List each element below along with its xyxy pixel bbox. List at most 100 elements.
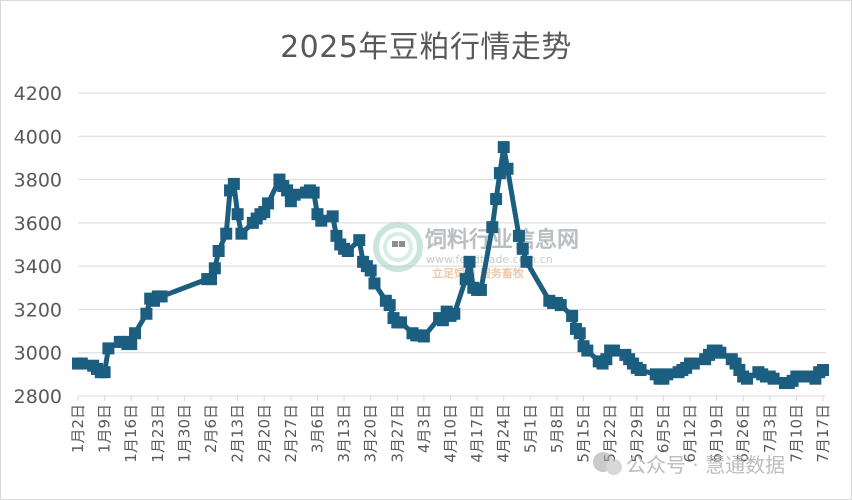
x-tick-label: 1月9日 xyxy=(96,404,114,453)
x-tick-label: 3月20日 xyxy=(362,404,380,463)
data-point-marker xyxy=(501,162,514,175)
data-point-marker xyxy=(512,229,525,242)
y-tick-label: 4000 xyxy=(14,126,62,148)
data-point-marker xyxy=(129,327,142,340)
data-point-marker xyxy=(235,227,248,240)
data-point-marker xyxy=(395,316,408,329)
data-point-marker xyxy=(307,186,320,199)
data-point-marker xyxy=(140,307,153,320)
data-point-marker xyxy=(520,255,533,268)
y-tick-label: 2800 xyxy=(14,386,62,408)
x-tick-label: 7月17日 xyxy=(814,404,832,463)
x-tick-label: 1月2日 xyxy=(69,404,87,453)
data-point-marker xyxy=(383,299,396,312)
x-tick-label: 2月13日 xyxy=(229,404,247,463)
data-point-marker xyxy=(262,197,275,210)
x-tick-label: 6月19日 xyxy=(708,404,726,463)
watermark-wechat-text: 公众号 · 慧通数据 xyxy=(626,453,785,477)
watermark-slogan: 立足饲料 服务畜牧 xyxy=(432,266,525,280)
data-point-marker xyxy=(125,338,138,351)
data-point-marker xyxy=(227,177,240,190)
y-tick-label: 3800 xyxy=(14,170,62,192)
y-tick-label: 3600 xyxy=(14,213,62,235)
watermark-feedtrade: 饲料行业信息网 www.feedtrade.com.cn 立足饲料 服务畜牧 xyxy=(373,222,579,280)
data-point-marker xyxy=(220,227,233,240)
data-point-marker xyxy=(368,277,381,290)
data-point-marker xyxy=(714,346,727,359)
data-point-marker xyxy=(288,188,301,201)
data-point-marker xyxy=(463,255,476,268)
data-point-marker xyxy=(634,364,647,377)
x-tick-label: 7月10日 xyxy=(787,404,805,463)
data-point-marker xyxy=(740,372,753,385)
x-tick-label: 5月8日 xyxy=(548,404,566,453)
data-point-marker xyxy=(205,273,218,286)
data-point-marker xyxy=(75,357,88,370)
x-tick-label: 7月3日 xyxy=(761,404,779,453)
data-point-marker xyxy=(315,214,328,227)
x-tick-label: 3月6日 xyxy=(308,404,326,453)
y-tick-label: 3400 xyxy=(14,256,62,278)
x-tick-label: 5月29日 xyxy=(628,404,646,463)
data-point-marker xyxy=(607,344,620,357)
x-tick-label: 6月5日 xyxy=(654,404,672,453)
x-tick-label: 1月23日 xyxy=(149,404,167,463)
x-tick-label: 6月26日 xyxy=(734,404,752,463)
data-point-marker xyxy=(486,221,499,234)
x-tick-label: 4月3日 xyxy=(415,404,433,453)
data-point-marker xyxy=(448,307,461,320)
data-point-marker xyxy=(661,368,674,381)
x-tick-label: 5月1日 xyxy=(521,404,539,453)
y-tick-label: 3200 xyxy=(14,299,62,321)
data-point-marker xyxy=(326,210,339,223)
y-tick-label: 4200 xyxy=(14,83,62,105)
data-point-marker xyxy=(687,357,700,370)
x-tick-label: 1月30日 xyxy=(175,404,193,463)
x-tick-label: 3月13日 xyxy=(335,404,353,463)
data-point-marker xyxy=(212,244,225,257)
x-tick-label: 4月24日 xyxy=(495,404,513,463)
x-tick-label: 6月12日 xyxy=(681,404,699,463)
data-point-marker xyxy=(573,327,586,340)
y-tick-label: 3000 xyxy=(14,343,62,365)
data-point-marker xyxy=(364,264,377,277)
x-tick-label: 3月27日 xyxy=(388,404,406,463)
feedtrade-logo-icon xyxy=(373,222,423,272)
wechat-icon xyxy=(593,452,622,475)
series-soybean-meal xyxy=(72,141,829,390)
y-axis: 2800 3000 3200 3400 3600 3800 4000 4200 xyxy=(14,83,62,408)
x-tick-label: 5月22日 xyxy=(601,404,619,463)
data-point-marker xyxy=(474,283,487,296)
x-tick-label: 2月6日 xyxy=(202,404,220,453)
watermark-wechat: 公众号 · 慧通数据 xyxy=(593,452,785,477)
data-point-marker xyxy=(767,372,780,385)
data-point-marker xyxy=(208,262,221,275)
x-tick-label: 1月16日 xyxy=(122,404,140,463)
x-tick-label: 2月27日 xyxy=(282,404,300,463)
data-point-marker xyxy=(794,370,807,383)
x-tick-label: 4月10日 xyxy=(442,404,460,463)
data-point-marker xyxy=(817,364,829,377)
data-point-marker xyxy=(231,208,244,221)
watermark-title: 饲料行业信息网 xyxy=(424,227,579,253)
x-tick-label: 4月17日 xyxy=(468,404,486,463)
data-point-marker xyxy=(554,299,567,312)
data-point-marker xyxy=(516,242,529,255)
data-point-marker xyxy=(490,193,503,206)
data-point-marker xyxy=(497,141,510,154)
gridlines xyxy=(78,92,826,354)
data-point-marker xyxy=(353,234,366,247)
chart-title: 2025年豆粕行情走势 xyxy=(280,30,572,65)
x-tick-label: 2月20日 xyxy=(255,404,273,463)
x-tick-label: 5月15日 xyxy=(575,404,593,463)
data-point-marker xyxy=(341,244,354,257)
data-point-marker xyxy=(98,366,111,379)
x-axis: 1月2日 1月9日 1月16日 1月23日 1月30日 2月6日 2月13日 2月20日 2月2… xyxy=(69,395,832,463)
data-point-marker xyxy=(417,330,430,343)
data-point-marker xyxy=(155,290,168,303)
data-point-marker xyxy=(581,344,594,357)
data-point-marker xyxy=(566,309,579,322)
data-point-marker xyxy=(102,342,115,355)
